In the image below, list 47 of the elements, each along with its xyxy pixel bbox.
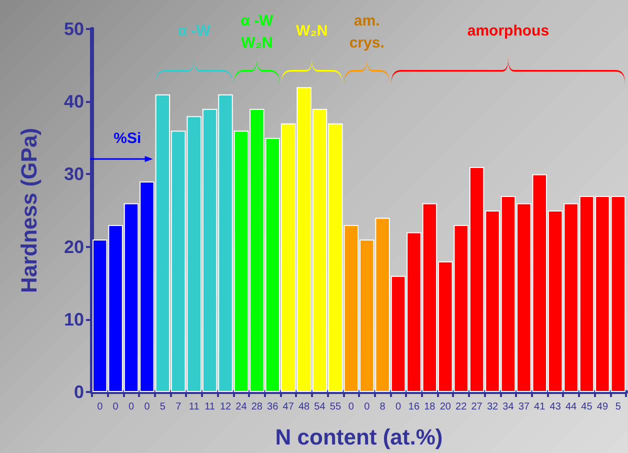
x-tick-label: 47 — [282, 402, 294, 412]
x-tick-label: 0 — [395, 402, 402, 412]
x-tick-label: 48 — [298, 402, 310, 412]
x-tick-label: 0 — [364, 402, 370, 412]
annotation: W₂N — [296, 22, 328, 40]
annotation: amorphous — [467, 22, 550, 40]
x-tick-label: 11 — [204, 402, 216, 412]
x-tick-label: 0 — [144, 402, 150, 412]
x-tick-label: 45 — [581, 402, 593, 412]
x-tick-label: 44 — [565, 402, 578, 412]
x-tick-label: 12 — [220, 402, 232, 412]
x-tick-label: 41 — [534, 402, 546, 412]
annotation: α -W W₂N — [240, 12, 274, 52]
x-tick-label: 43 — [550, 402, 562, 412]
y-tick-label: 20 — [64, 236, 84, 257]
x-tick-label: 11 — [188, 402, 200, 412]
x-tick-label: 32 — [486, 402, 498, 412]
x-tick-label: 18 — [424, 402, 436, 412]
x-tick-label: 22 — [456, 402, 468, 412]
x-axis-title: N content (at.%) — [275, 424, 443, 450]
x-tick-label: 0 — [112, 402, 119, 412]
x-tick-label: 0 — [97, 402, 104, 412]
y-tick-label: 30 — [64, 164, 84, 184]
x-tick-label: 5 — [615, 402, 622, 412]
x-tick-label: 49 — [596, 402, 608, 412]
x-tick-label: 0 — [348, 402, 354, 412]
x-tick-label: 8 — [380, 402, 386, 412]
x-tick-label: 0 — [128, 402, 134, 412]
x-tick-label: 7 — [176, 402, 182, 412]
annotation: am. crys. — [349, 12, 384, 52]
y-tick-label: 40 — [64, 92, 84, 112]
annotation: α -W — [178, 22, 212, 40]
y-tick-label: 10 — [64, 309, 84, 330]
x-tick-label: 36 — [267, 402, 279, 412]
x-tick-label: 54 — [314, 402, 326, 412]
x-tick-label: 34 — [502, 402, 514, 412]
x-tick-label: 24 — [236, 402, 248, 412]
x-tick-label: 55 — [330, 402, 342, 412]
y-tick-label: 50 — [64, 19, 84, 39]
x-tick-label: 28 — [251, 402, 263, 412]
x-tick-label: 20 — [440, 402, 452, 412]
x-tick-label: 16 — [408, 402, 420, 412]
x-tick-label: 5 — [160, 402, 166, 412]
annotation: %Si — [114, 130, 142, 147]
y-axis-title: Hardness (GPa) — [16, 128, 42, 294]
x-tick-label: 37 — [518, 402, 530, 412]
x-tick-label: 27 — [471, 402, 483, 412]
